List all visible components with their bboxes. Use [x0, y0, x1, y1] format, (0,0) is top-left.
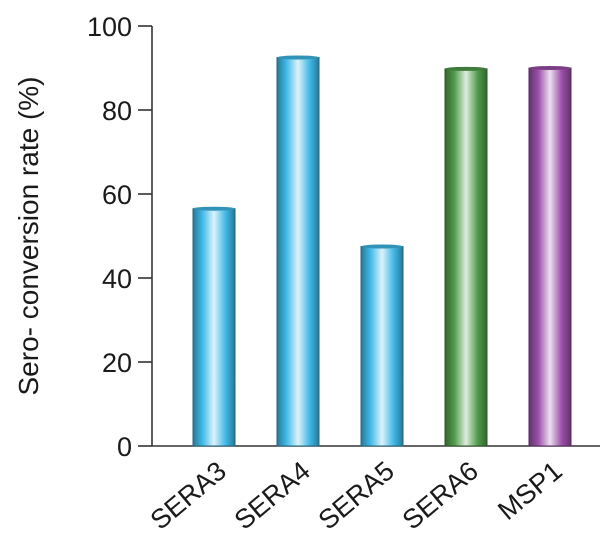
- y-tick-label: 80: [102, 96, 132, 126]
- bars: [192, 55, 572, 447]
- bar-sera3: [192, 208, 236, 447]
- bar-cap-sera3: [193, 206, 235, 211]
- bar-sera4: [276, 57, 320, 447]
- y-axis-ticks: 0 20 40 60 80 100: [87, 12, 152, 462]
- bar-sera6: [444, 68, 488, 447]
- y-axis-title: Sero- conversion rate (%): [13, 76, 44, 395]
- x-tick-label-sera3: SERA3: [145, 456, 232, 536]
- bar-sera5: [360, 246, 404, 447]
- y-tick-label: 20: [102, 348, 132, 378]
- x-tick-label-sera6: SERA6: [397, 456, 484, 536]
- y-tick-label: 100: [87, 12, 132, 42]
- bar-msp1: [528, 67, 572, 447]
- bar-cap-sera5: [361, 244, 403, 249]
- bar-cap-sera6: [445, 66, 487, 71]
- y-tick-label: 0: [117, 432, 132, 462]
- x-tick-label-sera4: SERA4: [229, 456, 316, 536]
- x-tick-label-sera5: SERA5: [313, 456, 400, 536]
- bar-cap-msp1: [529, 66, 571, 70]
- y-tick-label: 40: [102, 264, 132, 294]
- x-tick-label-msp1: MSP1: [492, 456, 568, 526]
- bar-cap-sera4: [277, 55, 319, 60]
- y-tick-label: 60: [102, 180, 132, 210]
